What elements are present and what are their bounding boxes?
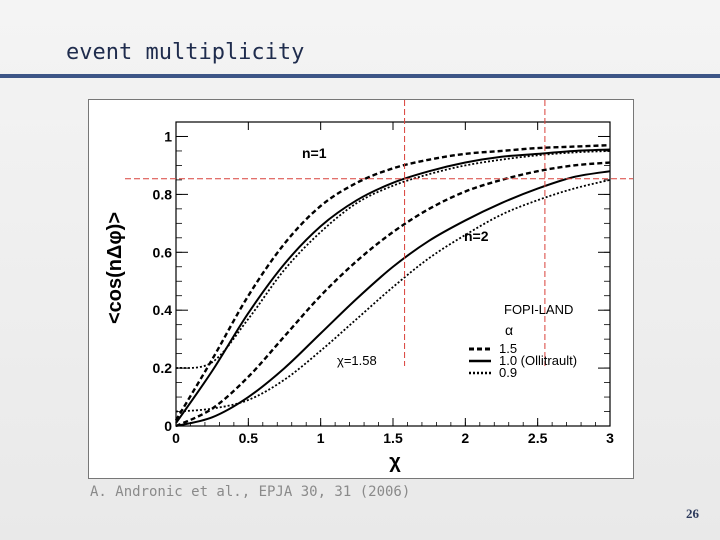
annotation-chi-marker: χ=1.58 [337,353,377,368]
citation: A. Andronic et al., EPJA 30, 31 (2006) [90,484,411,500]
annotation-n1: n=1 [302,145,327,161]
legend-label: 0.9 [499,365,517,380]
page-number: 26 [686,506,699,521]
chart-figure: 0 0.5 1 1.5 2 2.5 3 0 0.2 0.4 0.6 0.8 1 χ <cos(nΔφ)> n=… [88,99,634,479]
y-tick-label: 0.8 [153,186,173,202]
legend-header: α [505,322,513,338]
y-tick-label: 1 [164,128,172,144]
annotation-n2: n=2 [464,228,489,244]
y-tick-label: 0.4 [153,302,173,318]
chart-svg: 0 0.5 1 1.5 2 2.5 3 0 0.2 0.4 0.6 0.8 1 χ <cos(nΔφ)> n=… [104,100,633,473]
y-tick-label: 0.6 [153,244,173,260]
x-tick-label: 1 [317,430,325,446]
y-tick-label: 0.2 [153,360,173,376]
x-tick-label: 0.5 [239,430,259,446]
x-tick-label: 2.5 [528,430,548,446]
title-divider [0,74,720,78]
series-line-n2-dashed [175,161,611,428]
x-tick-label: 1.5 [383,430,403,446]
series-line-n1-solid [175,148,611,424]
legend-label: 1.0 (Ollitrault) [499,353,577,368]
series-line-n1-dotted [175,150,611,369]
x-tick-label: 2 [461,430,469,446]
x-axis-label: χ [389,451,401,473]
series-line-n2-solid [175,170,611,427]
series-line-n2-dotted [175,179,611,413]
y-tick-label: 0 [164,418,172,434]
y-axis-label: <cos(nΔφ)> [104,212,126,324]
x-tick-label: 3 [606,430,614,446]
x-tick-label: 0 [172,430,180,446]
slide-title: event multiplicity [66,40,305,65]
legend-label: 1.5 [499,341,517,356]
series-line-n1-dashed [174,143,611,421]
annotation-experiment: FOPI-LAND [504,302,573,317]
